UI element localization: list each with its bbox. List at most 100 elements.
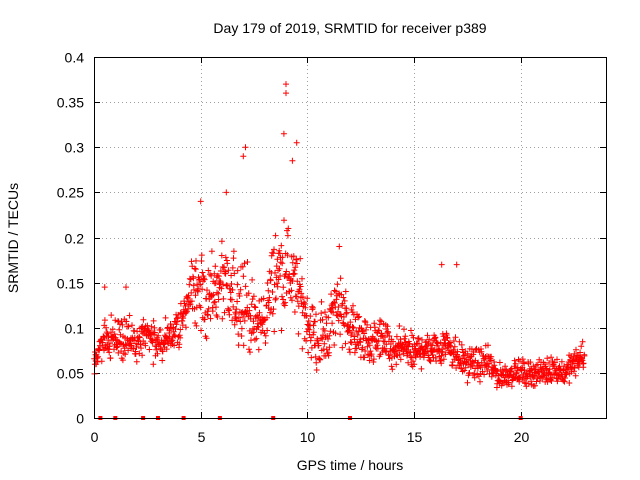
data-point bbox=[212, 263, 219, 270]
data-point bbox=[293, 256, 300, 263]
data-point bbox=[377, 317, 383, 324]
data-point bbox=[349, 329, 356, 336]
data-point bbox=[112, 317, 119, 324]
data-point bbox=[288, 287, 295, 294]
data-point bbox=[197, 281, 204, 288]
data-point bbox=[383, 348, 390, 355]
data-point bbox=[249, 276, 256, 283]
data-point bbox=[459, 355, 466, 362]
data-point bbox=[496, 359, 503, 366]
data-point bbox=[367, 348, 374, 355]
data-point bbox=[272, 269, 278, 276]
data-point bbox=[561, 378, 568, 385]
data-point bbox=[342, 288, 349, 295]
data-point bbox=[368, 351, 375, 358]
data-point bbox=[334, 281, 341, 288]
data-point bbox=[331, 287, 338, 294]
data-point bbox=[326, 305, 333, 312]
data-point bbox=[171, 332, 178, 338]
data-point bbox=[128, 342, 135, 349]
x-tick-label: 0 bbox=[91, 429, 99, 445]
data-point bbox=[142, 342, 149, 349]
data-point bbox=[102, 345, 109, 351]
y-tick-label: 0.4 bbox=[65, 50, 85, 66]
data-point bbox=[310, 329, 317, 336]
data-point bbox=[289, 297, 295, 304]
data-point bbox=[162, 314, 169, 321]
data-point bbox=[345, 328, 352, 334]
data-point bbox=[191, 265, 198, 272]
data-point bbox=[305, 349, 312, 356]
data-point bbox=[237, 318, 244, 325]
data-point bbox=[229, 264, 236, 271]
data-point bbox=[140, 316, 147, 323]
data-point bbox=[366, 342, 373, 349]
data-point bbox=[289, 157, 296, 164]
data-point bbox=[211, 299, 217, 306]
data-point bbox=[347, 339, 354, 345]
data-point bbox=[234, 281, 241, 288]
data-point bbox=[234, 298, 241, 305]
data-point bbox=[389, 366, 396, 373]
data-point bbox=[179, 313, 186, 320]
data-point bbox=[384, 323, 391, 330]
data-point bbox=[411, 361, 418, 368]
data-point bbox=[270, 306, 277, 313]
data-point bbox=[274, 283, 281, 290]
data-point bbox=[246, 307, 253, 314]
data-point bbox=[406, 340, 413, 347]
data-point bbox=[159, 348, 166, 355]
data-point bbox=[209, 308, 216, 315]
data-point bbox=[371, 320, 378, 327]
data-point bbox=[273, 295, 279, 302]
data-point bbox=[340, 319, 346, 326]
data-point bbox=[372, 337, 379, 344]
data-point bbox=[469, 358, 476, 365]
data-point bbox=[361, 354, 368, 361]
data-point bbox=[164, 339, 171, 346]
data-point bbox=[269, 310, 276, 317]
data-point bbox=[250, 329, 257, 336]
data-point bbox=[318, 298, 325, 305]
data-point bbox=[222, 270, 229, 277]
data-point bbox=[150, 317, 157, 324]
data-point bbox=[322, 309, 328, 316]
data-point bbox=[309, 304, 316, 311]
data-point bbox=[244, 304, 251, 311]
data-point bbox=[211, 298, 218, 305]
data-point bbox=[251, 303, 258, 310]
data-point bbox=[270, 250, 277, 257]
data-point bbox=[298, 290, 305, 297]
y-axis: 0 0.05 0.1 0.15 0.2 0.25 0.3 0.35 0.4 bbox=[57, 50, 606, 427]
data-point bbox=[432, 334, 439, 341]
data-point bbox=[224, 282, 231, 289]
data-point bbox=[355, 314, 362, 321]
data-point bbox=[192, 292, 199, 299]
data-point bbox=[125, 347, 132, 354]
data-point bbox=[172, 333, 179, 340]
data-point bbox=[278, 327, 285, 334]
data-point bbox=[231, 321, 238, 328]
data-point bbox=[280, 284, 287, 291]
data-point bbox=[251, 336, 258, 343]
data-point bbox=[155, 332, 162, 339]
data-point bbox=[279, 293, 285, 300]
data-point bbox=[198, 327, 204, 334]
x-tick-label: 15 bbox=[407, 429, 423, 445]
data-point bbox=[332, 330, 339, 337]
data-point bbox=[235, 342, 242, 349]
data-point bbox=[426, 336, 433, 343]
data-point bbox=[238, 333, 245, 339]
data-point bbox=[276, 250, 283, 257]
data-point bbox=[139, 352, 146, 359]
data-point bbox=[117, 331, 124, 338]
data-point bbox=[283, 90, 289, 97]
data-point bbox=[123, 318, 130, 325]
data-point bbox=[579, 357, 586, 364]
data-point bbox=[290, 253, 297, 260]
data-point bbox=[456, 354, 462, 360]
data-point bbox=[106, 349, 113, 356]
data-point bbox=[207, 315, 214, 322]
data-point bbox=[111, 331, 118, 338]
data-point bbox=[317, 356, 324, 363]
